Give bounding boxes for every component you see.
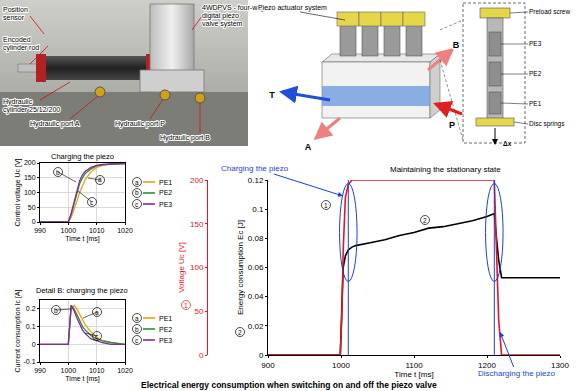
svg-text:Detail B: charging the piezo: Detail B: charging the piezo: [36, 286, 128, 295]
svg-text:2: 2: [238, 329, 242, 336]
svg-text:900: 900: [261, 361, 275, 370]
svg-text:T: T: [269, 90, 275, 100]
svg-text:Hydraulic port A: Hydraulic port A: [30, 120, 80, 128]
svg-text:Preload screw: Preload screw: [529, 8, 570, 15]
svg-text:a: a: [98, 176, 102, 183]
svg-text:1000: 1000: [61, 367, 77, 374]
svg-text:c: c: [95, 333, 99, 340]
svg-text:a: a: [135, 179, 139, 186]
svg-text:PE1: PE1: [529, 100, 542, 107]
svg-text:Δx: Δx: [503, 140, 512, 147]
svg-text:PE3: PE3: [159, 201, 172, 208]
svg-text:990: 990: [34, 367, 46, 374]
svg-text:0: 0: [32, 218, 36, 225]
svg-text:Control voltage Uc [V]: Control voltage Uc [V]: [14, 158, 22, 226]
svg-text:100: 100: [24, 189, 36, 196]
svg-text:Electrical energy consumption: Electrical energy consumption when switc…: [141, 380, 437, 390]
svg-text:1200: 1200: [478, 361, 496, 370]
svg-text:c: c: [135, 337, 139, 344]
svg-text:1020: 1020: [117, 227, 133, 234]
svg-text:Time t [ms]: Time t [ms]: [65, 375, 99, 383]
svg-text:0.2: 0.2: [26, 305, 36, 312]
svg-text:b: b: [56, 169, 60, 176]
svg-text:0: 0: [32, 341, 36, 348]
svg-text:0.02: 0.02: [248, 322, 264, 331]
svg-text:PE3: PE3: [159, 337, 172, 344]
svg-text:Piezo actuator system: Piezo actuator system: [258, 4, 327, 12]
svg-text:0.1: 0.1: [26, 323, 36, 330]
svg-text:Voltage Uc [V]: Voltage Uc [V]: [177, 242, 186, 293]
svg-text:PE2: PE2: [159, 189, 172, 196]
svg-text:Current consumption Ic [A]: Current consumption Ic [A]: [14, 290, 22, 373]
svg-text:Hydraulic port B: Hydraulic port B: [160, 134, 210, 142]
svg-text:c: c: [135, 201, 139, 208]
svg-text:1100: 1100: [405, 361, 423, 370]
svg-text:b: b: [135, 326, 139, 333]
svg-text:50: 50: [194, 307, 203, 316]
svg-text:b: b: [135, 189, 139, 196]
svg-text:Charging the piezo: Charging the piezo: [221, 164, 289, 173]
svg-text:B: B: [453, 40, 460, 50]
svg-text:0: 0: [199, 351, 204, 360]
svg-text:0.12: 0.12: [248, 176, 264, 185]
svg-text:PE3: PE3: [529, 40, 542, 47]
svg-text:Hydrauliccylinder 25/12/200: Hydrauliccylinder 25/12/200: [3, 98, 60, 114]
svg-text:c: c: [90, 199, 94, 206]
svg-text:0.1: 0.1: [252, 205, 264, 214]
svg-text:a: a: [135, 315, 139, 322]
svg-text:200: 200: [190, 176, 204, 185]
svg-text:PE2: PE2: [159, 326, 172, 333]
svg-text:1010: 1010: [89, 227, 105, 234]
svg-text:1010: 1010: [89, 367, 105, 374]
svg-text:Time t [ms]: Time t [ms]: [65, 235, 99, 243]
svg-text:A: A: [305, 142, 312, 152]
svg-text:P: P: [449, 120, 455, 130]
svg-text:1000: 1000: [332, 361, 350, 370]
svg-text:PE1: PE1: [159, 315, 172, 322]
svg-text:150: 150: [24, 174, 36, 181]
svg-text:0.04: 0.04: [248, 292, 264, 301]
svg-text:1300: 1300: [551, 361, 569, 370]
svg-text:200: 200: [24, 159, 36, 166]
svg-text:1000: 1000: [61, 227, 77, 234]
svg-text:150: 150: [190, 220, 204, 229]
svg-text:PE2: PE2: [529, 70, 542, 77]
svg-text:0.06: 0.06: [248, 263, 264, 272]
svg-text:a: a: [95, 309, 99, 316]
svg-text:4WDPVS - four-waydigital piezo: 4WDPVS - four-waydigital piezovalve syst…: [202, 4, 265, 28]
svg-text:Discharging the piezo: Discharging the piezo: [478, 369, 555, 378]
svg-text:100: 100: [190, 263, 204, 272]
svg-text:0: 0: [259, 351, 264, 360]
svg-text:2: 2: [423, 217, 427, 224]
svg-text:1: 1: [324, 202, 328, 209]
svg-text:-0.1: -0.1: [24, 358, 36, 365]
svg-text:0.08: 0.08: [248, 234, 264, 243]
svg-text:Encodedcylinder rod: Encodedcylinder rod: [3, 36, 39, 52]
svg-text:1020: 1020: [117, 367, 133, 374]
svg-text:Energy consumption Ec [J]: Energy consumption Ec [J]: [236, 220, 245, 315]
svg-text:Disc springs: Disc springs: [529, 120, 565, 128]
svg-text:PE1: PE1: [159, 179, 172, 186]
svg-text:Charging the piezo: Charging the piezo: [51, 152, 114, 161]
svg-text:1: 1: [184, 302, 188, 309]
svg-text:Time t [ms]: Time t [ms]: [394, 370, 433, 379]
svg-text:990: 990: [34, 227, 46, 234]
svg-text:Maintaining the stationary sta: Maintaining the stationary state: [390, 165, 501, 174]
svg-text:50: 50: [28, 204, 36, 211]
svg-text:Positionsensor: Positionsensor: [3, 6, 28, 21]
svg-text:b: b: [54, 307, 58, 314]
svg-text:Hydraulic port P: Hydraulic port P: [115, 120, 165, 128]
